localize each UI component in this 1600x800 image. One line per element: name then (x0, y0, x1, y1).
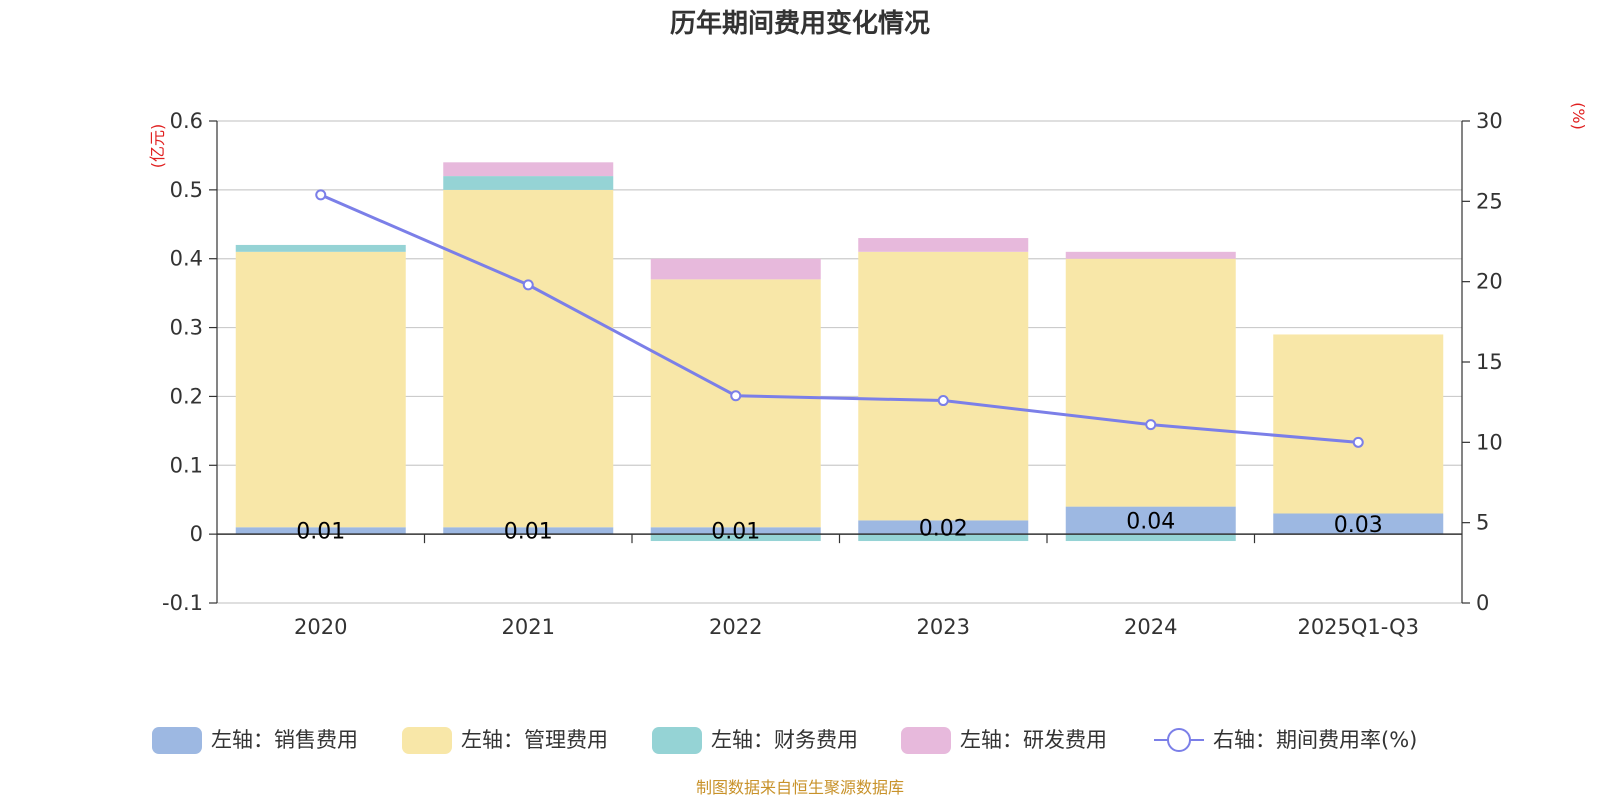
x-tick-label: 2023 (917, 615, 970, 639)
ratio-point (315, 189, 327, 201)
legend-label: 右轴：期间费用率(%) (1213, 728, 1417, 752)
sales-value-label: 0.03 (1334, 513, 1383, 538)
legend-item: 左轴：财务费用 (652, 727, 858, 754)
left-tick-label: 0.4 (170, 247, 203, 271)
bar-segment (1273, 513, 1444, 535)
legend-swatch (402, 727, 452, 754)
legend-item: 左轴：管理费用 (402, 727, 608, 754)
right-tick-label: 5 (1476, 511, 1489, 535)
grid-lines (217, 120, 1462, 604)
bar-segment (235, 251, 406, 528)
legend-swatch (152, 727, 202, 754)
sales-value-label: 0.02 (919, 516, 968, 541)
chart-title: 历年期间费用变化情况 (670, 8, 930, 39)
bar-segment (858, 534, 1029, 542)
legend-label: 左轴：财务费用 (711, 728, 858, 752)
sales-value-label: 0.01 (296, 520, 345, 545)
right-tick-label: 20 (1476, 270, 1503, 294)
source-note: 制图数据来自恒生聚源数据库 (696, 778, 904, 797)
legend-label: 左轴：管理费用 (461, 728, 608, 752)
legend: 左轴：销售费用 左轴：管理费用 左轴：财务费用 左轴：研发费用 右轴：期间费用率(%) (152, 727, 1417, 754)
x-tick-label: 2025Q1-Q3 (1297, 615, 1419, 639)
bar-segment (650, 534, 821, 542)
right-axis-unit: (%) (1569, 102, 1588, 130)
bar-segment (443, 527, 614, 535)
bar-segment (1065, 534, 1236, 542)
left-tick-label: 0.1 (170, 453, 203, 477)
left-tick-label: 0 (190, 522, 203, 546)
legend-circle-swatch (1167, 728, 1191, 752)
bar-segment (858, 520, 1029, 535)
ratio-point (1352, 436, 1364, 448)
bar-segment (858, 238, 1029, 252)
ratio-point (1145, 419, 1157, 431)
x-tick-label: 2020 (294, 615, 347, 639)
x-tick-label: 2024 (1124, 615, 1177, 639)
bars-group (235, 162, 1444, 542)
x-tick-label: 2021 (502, 615, 555, 639)
ratio-line (320, 193, 1359, 444)
bar-segment (650, 258, 821, 280)
ratio-point (522, 279, 534, 291)
sales-value-label: 0.01 (504, 520, 553, 545)
bar-segment (1065, 258, 1236, 507)
legend-item: 左轴：研发费用 (901, 727, 1107, 754)
bar-segment (650, 527, 821, 535)
bar-segment (235, 244, 406, 252)
right-tick-label: 25 (1476, 189, 1503, 213)
axes-group: -0.1 0 0.1 0.2 0.3 0.4 0.5 0.6 0 5 10 15 20 25 30 2020 2… (162, 109, 1503, 639)
bar-segment (443, 162, 614, 177)
right-tick-label: 10 (1476, 430, 1503, 454)
left-tick-label: -0.1 (162, 591, 203, 615)
bar-segment (1065, 251, 1236, 259)
bar-segment (235, 527, 406, 535)
ratio-point (730, 390, 742, 402)
legend-label: 左轴：销售费用 (211, 728, 358, 752)
left-tick-label: 0.2 (170, 384, 203, 408)
right-tick-label: 15 (1476, 350, 1503, 374)
left-tick-label: 0.5 (170, 178, 203, 202)
legend-item: 左轴：销售费用 (152, 727, 358, 754)
bar-segment (650, 279, 821, 528)
legend-swatch (901, 727, 951, 754)
bar-segment (1273, 334, 1444, 514)
ratio-line-group (315, 189, 1364, 448)
left-tick-label: 0.6 (170, 109, 203, 133)
left-tick-label: 0.3 (170, 316, 203, 340)
x-tick-label: 2022 (709, 615, 762, 639)
legend-label: 左轴：研发费用 (960, 728, 1107, 752)
bar-segment (443, 189, 614, 528)
ratio-point (937, 395, 949, 407)
legend-swatch (652, 727, 702, 754)
right-tick-label: 30 (1476, 109, 1503, 133)
right-tick-label: 0 (1476, 591, 1489, 615)
bar-labels-group: 0.01 0.01 0.01 0.02 0.04 0.03 (296, 509, 1382, 544)
bar-segment (858, 251, 1029, 521)
legend-item: 右轴：期间费用率(%) (1154, 728, 1417, 752)
sales-value-label: 0.01 (711, 520, 760, 545)
bar-segment (1065, 506, 1236, 535)
sales-value-label: 0.04 (1126, 509, 1175, 534)
bar-segment (443, 176, 614, 190)
left-axis-unit: (亿元) (148, 124, 167, 169)
